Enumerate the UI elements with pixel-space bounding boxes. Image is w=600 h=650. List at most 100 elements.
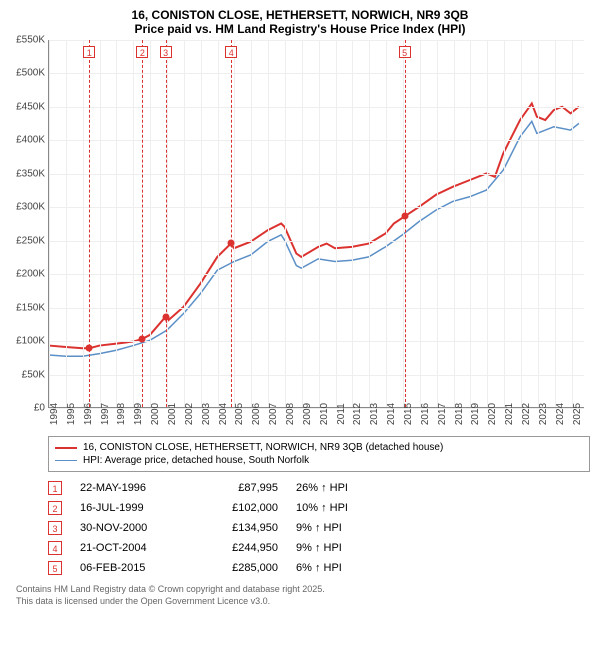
x-gridline xyxy=(201,40,202,407)
sales-price: £134,950 xyxy=(198,522,278,534)
sales-num-box: 5 xyxy=(48,561,62,575)
x-gridline xyxy=(268,40,269,407)
sales-num-box: 3 xyxy=(48,521,62,535)
sales-pct: 10% ↑ HPI xyxy=(296,502,386,514)
sales-date: 21-OCT-2004 xyxy=(80,542,180,554)
sale-point xyxy=(401,213,408,220)
legend: 16, CONISTON CLOSE, HETHERSETT, NORWICH,… xyxy=(48,436,590,472)
sales-row: 3 30-NOV-2000 £134,950 9% ↑ HPI xyxy=(48,518,590,538)
x-gridline xyxy=(184,40,185,407)
y-tick-label: £200K xyxy=(11,269,45,280)
x-gridline xyxy=(572,40,573,407)
sale-point xyxy=(86,345,93,352)
legend-label: HPI: Average price, detached house, Sout… xyxy=(83,455,309,466)
sales-row: 5 06-FEB-2015 £285,000 6% ↑ HPI xyxy=(48,558,590,578)
x-gridline xyxy=(302,40,303,407)
sales-pct: 26% ↑ HPI xyxy=(296,482,386,494)
sales-date: 22-MAY-1996 xyxy=(80,482,180,494)
x-gridline xyxy=(234,40,235,407)
legend-row: HPI: Average price, detached house, Sout… xyxy=(55,454,583,467)
legend-swatch xyxy=(55,460,77,461)
sale-vline xyxy=(166,40,167,407)
chart-area: £0£50K£100K£150K£200K£250K£300K£350K£400… xyxy=(48,40,584,428)
title-line-1: 16, CONISTON CLOSE, HETHERSETT, NORWICH,… xyxy=(10,8,590,22)
sale-marker-1: 1 xyxy=(83,46,95,58)
sales-row: 4 21-OCT-2004 £244,950 9% ↑ HPI xyxy=(48,538,590,558)
footer-line-2: This data is licensed under the Open Gov… xyxy=(16,596,590,608)
x-gridline xyxy=(319,40,320,407)
x-gridline xyxy=(167,40,168,407)
sale-vline xyxy=(142,40,143,407)
sale-point xyxy=(162,313,169,320)
sale-vline xyxy=(405,40,406,407)
x-gridline xyxy=(49,40,50,407)
x-gridline xyxy=(100,40,101,407)
x-gridline xyxy=(521,40,522,407)
x-gridline xyxy=(538,40,539,407)
sales-row: 1 22-MAY-1996 £87,995 26% ↑ HPI xyxy=(48,478,590,498)
sale-point xyxy=(139,335,146,342)
x-gridline xyxy=(352,40,353,407)
sales-price: £244,950 xyxy=(198,542,278,554)
sales-num-box: 2 xyxy=(48,501,62,515)
y-tick-label: £150K xyxy=(11,302,45,313)
x-gridline xyxy=(285,40,286,407)
sales-num-box: 4 xyxy=(48,541,62,555)
sale-point xyxy=(228,240,235,247)
x-gridline xyxy=(437,40,438,407)
x-gridline xyxy=(420,40,421,407)
footer: Contains HM Land Registry data © Crown c… xyxy=(16,584,590,607)
legend-swatch xyxy=(55,447,77,449)
sale-vline xyxy=(231,40,232,407)
y-tick-label: £0 xyxy=(11,403,45,414)
x-gridline xyxy=(470,40,471,407)
plot-region: £0£50K£100K£150K£200K£250K£300K£350K£400… xyxy=(48,40,584,408)
legend-row: 16, CONISTON CLOSE, HETHERSETT, NORWICH,… xyxy=(55,441,583,454)
sale-marker-3: 3 xyxy=(160,46,172,58)
x-gridline xyxy=(218,40,219,407)
sale-marker-5: 5 xyxy=(399,46,411,58)
x-gridline xyxy=(83,40,84,407)
x-gridline xyxy=(133,40,134,407)
sales-price: £285,000 xyxy=(198,562,278,574)
footer-line-1: Contains HM Land Registry data © Crown c… xyxy=(16,584,590,596)
sales-price: £102,000 xyxy=(198,502,278,514)
chart-container: 16, CONISTON CLOSE, HETHERSETT, NORWICH,… xyxy=(0,0,600,650)
sales-date: 16-JUL-1999 xyxy=(80,502,180,514)
sales-date: 06-FEB-2015 xyxy=(80,562,180,574)
x-gridline xyxy=(454,40,455,407)
title-line-2: Price paid vs. HM Land Registry's House … xyxy=(10,22,590,36)
x-gridline xyxy=(66,40,67,407)
sales-pct: 9% ↑ HPI xyxy=(296,522,386,534)
sales-pct: 9% ↑ HPI xyxy=(296,542,386,554)
sales-table: 1 22-MAY-1996 £87,995 26% ↑ HPI 2 16-JUL-1999… xyxy=(48,478,590,578)
sales-date: 30-NOV-2000 xyxy=(80,522,180,534)
sale-vline xyxy=(89,40,90,407)
x-gridline xyxy=(369,40,370,407)
x-gridline xyxy=(386,40,387,407)
y-tick-label: £300K xyxy=(11,202,45,213)
y-tick-label: £50K xyxy=(11,369,45,380)
sale-marker-4: 4 xyxy=(225,46,237,58)
x-gridline xyxy=(487,40,488,407)
x-gridline xyxy=(150,40,151,407)
x-gridline xyxy=(251,40,252,407)
x-gridline xyxy=(504,40,505,407)
title-block: 16, CONISTON CLOSE, HETHERSETT, NORWICH,… xyxy=(10,8,590,36)
y-tick-label: £500K xyxy=(11,68,45,79)
legend-label: 16, CONISTON CLOSE, HETHERSETT, NORWICH,… xyxy=(83,442,443,453)
x-gridline xyxy=(336,40,337,407)
sales-pct: 6% ↑ HPI xyxy=(296,562,386,574)
sale-marker-2: 2 xyxy=(136,46,148,58)
x-gridline xyxy=(116,40,117,407)
y-tick-label: £350K xyxy=(11,168,45,179)
y-tick-label: £550K xyxy=(11,35,45,46)
y-tick-label: £100K xyxy=(11,336,45,347)
sales-row: 2 16-JUL-1999 £102,000 10% ↑ HPI xyxy=(48,498,590,518)
series-hpi xyxy=(49,121,579,356)
y-tick-label: £400K xyxy=(11,135,45,146)
sales-price: £87,995 xyxy=(198,482,278,494)
y-tick-label: £450K xyxy=(11,101,45,112)
sales-num-box: 1 xyxy=(48,481,62,495)
x-gridline xyxy=(555,40,556,407)
